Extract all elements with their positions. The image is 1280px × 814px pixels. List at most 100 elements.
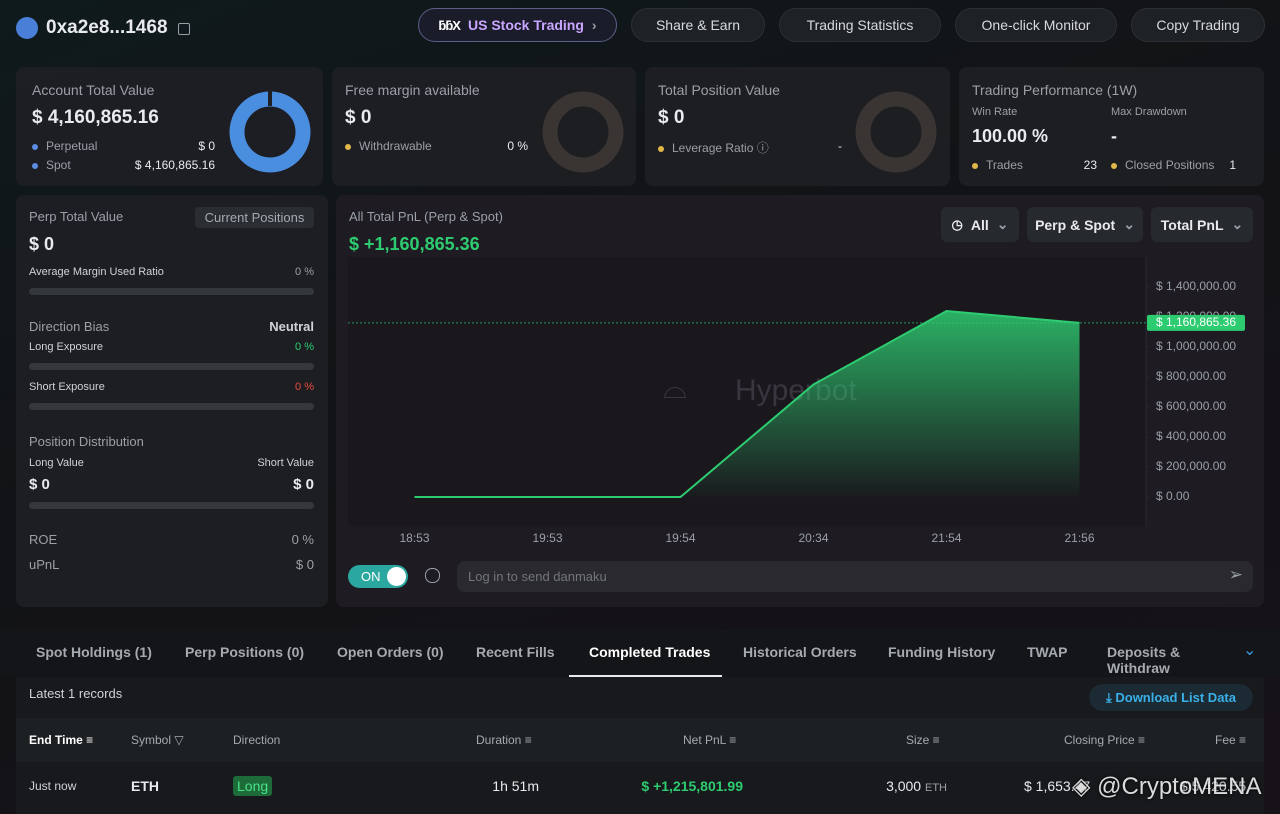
column-header[interactable]: Duration ≡ bbox=[476, 733, 532, 747]
tab-active[interactable]: Completed Trades bbox=[589, 644, 711, 660]
records-count: Latest 1 records bbox=[29, 686, 123, 701]
column-header[interactable]: Size ≡ bbox=[906, 733, 940, 747]
placeholder: Log in to send danmaku bbox=[468, 569, 607, 584]
button[interactable]: Current Positions bbox=[195, 207, 314, 228]
y-tick-label: $ 0.00 bbox=[1156, 489, 1190, 503]
tab-more[interactable]: ⌄ bbox=[1243, 642, 1257, 659]
row-label: Trades bbox=[972, 158, 1023, 172]
card-title: Free margin available bbox=[345, 82, 480, 98]
panel-title: All Total PnL (Perp & Spot) bbox=[349, 209, 503, 224]
avatar bbox=[16, 17, 38, 39]
value: $ 0 bbox=[293, 476, 314, 493]
tab[interactable]: Perp Positions (0) bbox=[185, 644, 305, 660]
x-tick-label: 19:53 bbox=[532, 531, 562, 545]
filter-label: All bbox=[970, 216, 989, 233]
value: $ 0 bbox=[29, 234, 55, 254]
y-tick-label: $ 1,400,000.00 bbox=[1156, 279, 1236, 293]
direction-badge: Long bbox=[233, 776, 273, 796]
row-value: 0 % bbox=[507, 139, 528, 153]
row-value: 1 bbox=[1229, 158, 1236, 172]
card-value: $ 0 bbox=[345, 107, 372, 128]
donut bbox=[229, 91, 311, 173]
tab[interactable]: Historical Orders bbox=[743, 644, 857, 660]
value: $ 0 bbox=[295, 557, 314, 572]
x-tick-label: 21:54 bbox=[931, 531, 961, 545]
column-header[interactable]: End Time ≡ bbox=[29, 733, 94, 747]
label: End Time bbox=[29, 733, 83, 747]
card-title: Account Total Value bbox=[32, 82, 155, 98]
current-tag bbox=[1147, 314, 1245, 331]
donut bbox=[855, 91, 937, 173]
card-value: $ 4,160,865.16 bbox=[32, 107, 159, 128]
copy-icon[interactable] bbox=[178, 23, 190, 35]
column-header[interactable]: Closing Price ≡ bbox=[1064, 733, 1146, 747]
tab[interactable]: TWAP bbox=[1027, 644, 1068, 660]
progress-bar bbox=[29, 502, 314, 509]
tab[interactable]: Funding History bbox=[888, 644, 996, 660]
tab-bar bbox=[0, 630, 1280, 677]
column-header[interactable]: Net PnL ≡ bbox=[683, 733, 737, 747]
account-address: 0xa2e8...1468 bbox=[46, 17, 168, 38]
value: 0 % bbox=[291, 532, 314, 547]
nav-button[interactable]: ƃƃX US Stock Trading › bbox=[418, 8, 617, 42]
pnl-chart: ⌓ Hyperbot $ 0.00$ 200,000.00$ 400,000.0… bbox=[348, 257, 1245, 545]
watermark: ◈ @CryptoMENA bbox=[1072, 773, 1262, 800]
y-tick-label: $ 400,000.00 bbox=[1156, 429, 1226, 443]
card-value: $ 0 bbox=[658, 107, 685, 128]
download-button[interactable]: ⤓ Download List Data bbox=[1089, 684, 1253, 711]
filter-label: Perp & Spot bbox=[1035, 216, 1116, 233]
label: Short Value bbox=[257, 457, 314, 469]
label: Duration bbox=[476, 733, 522, 747]
nav-button[interactable]: One-click Monitor bbox=[955, 8, 1117, 42]
column-header[interactable]: Fee ≡ bbox=[1215, 733, 1247, 747]
y-tick-label: $ 200,000.00 bbox=[1156, 459, 1226, 473]
y-tick-label: $ 1,000,000.00 bbox=[1156, 339, 1236, 353]
row-label: Leverage Ratio ⓘ bbox=[658, 139, 769, 156]
label: Win Rate bbox=[972, 106, 1018, 118]
row-label: Spot bbox=[32, 158, 71, 172]
cell: ETH bbox=[131, 778, 159, 794]
download-label: Download List Data bbox=[1115, 690, 1236, 705]
label: Closing Price bbox=[1064, 733, 1135, 747]
tab[interactable]: Recent Fills bbox=[476, 644, 555, 660]
filter-dropdown[interactable]: ◷ All ⌄ bbox=[941, 207, 1019, 242]
progress-bar bbox=[29, 288, 314, 295]
filter-dropdown[interactable]: Total PnL ⌄ bbox=[1151, 207, 1253, 242]
nav-button[interactable]: Share & Earn bbox=[631, 8, 765, 42]
settings-icon[interactable] bbox=[425, 568, 440, 583]
area bbox=[414, 311, 1080, 497]
cell: $ 1,653.47 bbox=[1024, 778, 1091, 794]
toggle[interactable]: ON bbox=[348, 565, 408, 588]
nav-button[interactable]: Copy Trading bbox=[1131, 8, 1265, 42]
current-tag-label: $ 1,160,865.36 bbox=[1156, 315, 1236, 329]
row-label: Closed Positions bbox=[1111, 158, 1214, 172]
filter-label: Total PnL bbox=[1160, 216, 1224, 233]
nav-label: US Stock Trading bbox=[467, 17, 584, 33]
value: 0 % bbox=[295, 266, 314, 278]
row-value: $ 4,160,865.16 bbox=[134, 158, 215, 172]
label: Average Margin Used Ratio bbox=[29, 266, 164, 278]
tab[interactable]: Spot Holdings (1) bbox=[36, 644, 152, 660]
filter-dropdown[interactable]: Perp & Spot ⌄ bbox=[1027, 207, 1143, 242]
value: Neutral bbox=[269, 319, 314, 334]
label: Short Exposure bbox=[29, 381, 105, 393]
nav-label: Copy Trading bbox=[1156, 17, 1240, 33]
label: uPnL bbox=[29, 557, 60, 572]
tab-underline bbox=[569, 675, 722, 677]
nav-button[interactable]: Trading Statistics bbox=[779, 8, 941, 42]
label: Long Value bbox=[29, 457, 84, 469]
column-header[interactable]: Symbol ▽ bbox=[131, 733, 184, 747]
pnl-total: $ +1,160,865.36 bbox=[349, 234, 480, 254]
value: 100.00 % bbox=[972, 126, 1049, 146]
tab[interactable]: Deposits & Withdraw bbox=[1107, 644, 1181, 676]
danmaku-input[interactable]: Log in to send danmaku ➢ bbox=[457, 561, 1253, 592]
label: Withdrawable bbox=[359, 139, 432, 153]
toggle-label: ON bbox=[361, 569, 381, 584]
card-title: Trading Performance (1W) bbox=[972, 82, 1138, 98]
donut bbox=[542, 91, 624, 173]
tab[interactable]: Open Orders (0) bbox=[337, 644, 444, 660]
label: Max Drawdown bbox=[1111, 106, 1187, 118]
value: $ 0 bbox=[29, 476, 50, 493]
x-tick-label: 19:54 bbox=[665, 531, 695, 545]
